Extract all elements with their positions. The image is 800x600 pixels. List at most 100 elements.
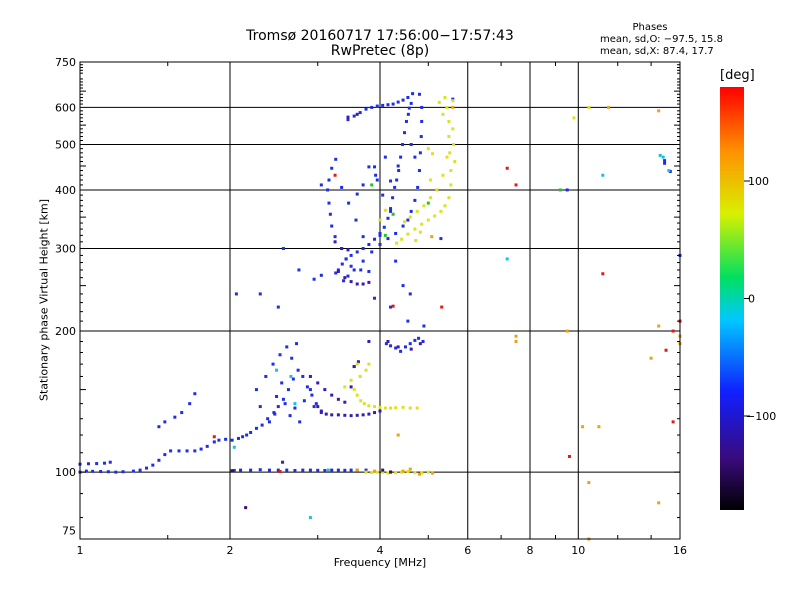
data-point: [396, 100, 400, 104]
data-point: [355, 468, 359, 472]
data-point: [352, 268, 356, 272]
data-point: [286, 388, 290, 392]
data-point: [346, 248, 350, 252]
data-point: [314, 402, 318, 406]
data-point: [378, 405, 382, 409]
data-point: [352, 114, 356, 118]
y-tick-label: 75: [62, 525, 76, 538]
data-point: [449, 169, 453, 173]
data-point: [391, 102, 395, 106]
data-point: [421, 339, 425, 343]
data-point: [597, 425, 601, 429]
data-point: [389, 179, 393, 183]
data-point: [355, 362, 359, 366]
data-point: [408, 215, 412, 219]
data-point: [375, 470, 379, 474]
data-point: [244, 506, 248, 510]
data-point: [336, 413, 340, 417]
data-point: [349, 378, 353, 382]
data-point: [258, 468, 262, 472]
data-point: [316, 405, 320, 409]
data-point: [435, 188, 439, 192]
data-point: [285, 468, 289, 472]
data-point: [349, 414, 353, 418]
data-point: [567, 454, 571, 458]
data-point: [323, 469, 327, 473]
data-point: [293, 469, 297, 473]
data-point: [254, 426, 258, 430]
data-point: [324, 412, 328, 416]
data-point: [157, 458, 161, 462]
data-point: [232, 445, 236, 449]
data-point: [327, 201, 331, 205]
data-point: [245, 433, 249, 437]
data-point: [396, 164, 400, 168]
data-point: [403, 220, 407, 224]
data-point: [347, 201, 351, 205]
data-point: [391, 304, 395, 308]
data-point: [346, 118, 350, 122]
data-point: [505, 257, 509, 261]
data-point: [663, 161, 667, 165]
y-tick-label: 750: [55, 56, 76, 69]
data-point: [232, 469, 236, 473]
data-point: [433, 214, 437, 218]
data-point: [514, 334, 518, 338]
data-point: [401, 143, 405, 147]
data-point: [330, 393, 334, 397]
data-point: [188, 402, 192, 406]
data-point: [394, 346, 398, 350]
y-tick-label: 400: [55, 184, 76, 197]
data-point: [193, 392, 197, 396]
data-point: [406, 470, 410, 474]
data-point: [406, 319, 410, 323]
x-axis-label: Frequency [MHz]: [333, 556, 427, 569]
data-point: [389, 207, 393, 211]
data-point: [114, 470, 118, 474]
data-point: [276, 305, 280, 309]
data-point: [397, 169, 401, 173]
data-point: [361, 235, 365, 239]
data-point: [258, 292, 262, 296]
data-point: [657, 501, 661, 505]
data-point: [449, 183, 453, 187]
data-point: [383, 155, 387, 159]
phase-stats: Phases mean, sd,O: −97.5, 15.8 mean, sd,…: [600, 22, 723, 58]
data-point: [667, 169, 671, 173]
data-point: [386, 216, 390, 220]
data-point: [408, 406, 412, 410]
data-point: [386, 339, 390, 343]
data-point: [316, 468, 320, 472]
data-point: [361, 183, 365, 187]
data-point: [308, 516, 312, 520]
data-point: [193, 449, 197, 453]
data-point: [437, 100, 441, 104]
data-point: [394, 471, 398, 475]
data-point: [297, 268, 301, 272]
data-point: [163, 453, 167, 457]
data-point: [330, 468, 334, 472]
data-point: [276, 468, 280, 472]
data-point: [401, 98, 405, 102]
data-point: [185, 449, 189, 453]
data-point: [417, 336, 421, 340]
data-point: [417, 169, 421, 173]
data-point: [408, 342, 412, 346]
data-point: [411, 92, 415, 96]
data-point: [364, 368, 368, 372]
data-point: [288, 414, 292, 418]
data-point: [401, 469, 405, 473]
data-point: [355, 112, 359, 116]
data-point: [418, 151, 422, 155]
data-point: [361, 259, 365, 263]
data-point: [657, 324, 661, 328]
data-point: [419, 135, 423, 139]
data-point: [587, 105, 591, 109]
data-point: [420, 222, 424, 226]
data-point: [439, 209, 443, 213]
data-point: [364, 107, 368, 111]
data-point: [281, 247, 285, 251]
colorbar: [720, 87, 744, 510]
data-point: [367, 280, 371, 284]
data-point: [386, 103, 390, 107]
